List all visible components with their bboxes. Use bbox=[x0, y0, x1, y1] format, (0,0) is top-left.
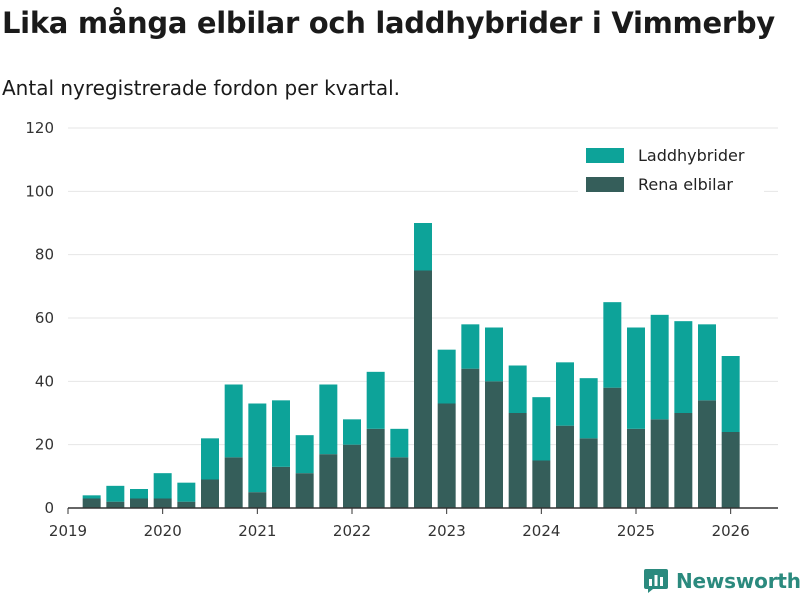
bar-laddhybrider-2026-Q1 bbox=[721, 356, 740, 432]
chart-title: Lika många elbilar och laddhybrider i Vi… bbox=[2, 6, 775, 40]
bars bbox=[82, 223, 740, 508]
bar-rena-elbilar-2019-Q2 bbox=[82, 498, 101, 508]
bar-rena-elbilar-2024-Q4 bbox=[603, 387, 622, 508]
bar-laddhybrider-2025-Q4 bbox=[698, 324, 716, 401]
bar-rena-elbilar-2025-Q4 bbox=[698, 400, 716, 508]
bar-rena-elbilar-2024-Q3 bbox=[579, 438, 598, 508]
bar-laddhybrider-2023-Q2 bbox=[461, 324, 480, 369]
bar-rena-elbilar-2023-Q1 bbox=[437, 403, 456, 508]
bar-rena-elbilar-2025-Q1 bbox=[627, 428, 645, 508]
bar-rena-elbilar-2021-Q3 bbox=[295, 473, 314, 508]
bar-rena-elbilar-2023-Q3 bbox=[485, 381, 503, 508]
bar-laddhybrider-2019-Q4 bbox=[130, 489, 148, 499]
x-tick-label-2024: 2024 bbox=[522, 522, 560, 540]
y-tick-label-40: 40 bbox=[35, 372, 54, 390]
bar-laddhybrider-2020-Q2 bbox=[177, 482, 196, 502]
bar-laddhybrider-2024-Q3 bbox=[579, 378, 598, 439]
bar-rena-elbilar-2026-Q1 bbox=[721, 432, 740, 508]
legend-swatch-rena-elbilar bbox=[586, 177, 624, 192]
y-tick-label-80: 80 bbox=[35, 246, 54, 264]
x-tick-label-2026: 2026 bbox=[712, 522, 750, 540]
bar-rena-elbilar-2020-Q2 bbox=[177, 501, 196, 508]
bar-laddhybrider-2021-Q2 bbox=[272, 400, 290, 467]
chart-subtitle: Antal nyregistrerade fordon per kvartal. bbox=[2, 76, 401, 100]
legend-swatch-laddhybrider bbox=[586, 148, 624, 163]
legend-label-laddhybrider: Laddhybrider bbox=[638, 146, 745, 165]
bar-rena-elbilar-2020-Q3 bbox=[201, 479, 219, 508]
bar-rena-elbilar-2022-Q1 bbox=[343, 444, 361, 508]
bar-rena-elbilar-2025-Q3 bbox=[674, 413, 693, 508]
bar-laddhybrider-2021-Q1 bbox=[248, 403, 267, 493]
bar-laddhybrider-2022-Q3 bbox=[390, 428, 409, 458]
bar-rena-elbilar-2024-Q2 bbox=[556, 425, 574, 508]
x-tick-label-2021: 2021 bbox=[238, 522, 276, 540]
bar-laddhybrider-2020-Q1 bbox=[153, 473, 172, 499]
bar-rena-elbilar-2021-Q2 bbox=[272, 466, 290, 508]
bar-rena-elbilar-2021-Q1 bbox=[248, 492, 267, 508]
x-tick-label-2020: 2020 bbox=[144, 522, 182, 540]
bar-rena-elbilar-2022-Q4 bbox=[414, 270, 432, 508]
bar-laddhybrider-2019-Q3 bbox=[106, 485, 125, 502]
y-tick-label-0: 0 bbox=[44, 499, 54, 517]
y-tick-label-100: 100 bbox=[25, 182, 54, 200]
bar-rena-elbilar-2021-Q4 bbox=[319, 454, 338, 508]
y-tick-label-20: 20 bbox=[35, 436, 54, 454]
bar-laddhybrider-2025-Q3 bbox=[674, 321, 693, 413]
bar-rena-elbilar-2023-Q4 bbox=[508, 413, 527, 508]
bar-laddhybrider-2019-Q2 bbox=[82, 495, 101, 499]
bar-rena-elbilar-2019-Q3 bbox=[106, 501, 125, 508]
bar-laddhybrider-2021-Q4 bbox=[319, 384, 338, 455]
bar-laddhybrider-2024-Q4 bbox=[603, 302, 622, 388]
bar-rena-elbilar-2022-Q2 bbox=[366, 428, 385, 508]
bar-laddhybrider-2023-Q3 bbox=[485, 327, 503, 382]
y-tick-label-120: 120 bbox=[25, 119, 54, 137]
bar-laddhybrider-2020-Q3 bbox=[201, 438, 219, 480]
bar-rena-elbilar-2025-Q2 bbox=[650, 419, 669, 508]
bar-rena-elbilar-2019-Q4 bbox=[130, 498, 148, 508]
chart-logo-icon bbox=[644, 569, 668, 593]
bar-laddhybrider-2025-Q2 bbox=[650, 314, 669, 420]
bar-laddhybrider-2022-Q4 bbox=[414, 223, 432, 271]
legend-label-rena-elbilar: Rena elbilar bbox=[638, 175, 733, 194]
bar-laddhybrider-2022-Q2 bbox=[366, 371, 385, 429]
x-tick-label-2022: 2022 bbox=[333, 522, 371, 540]
brand-name: Newsworthy bbox=[676, 569, 800, 593]
x-tick-label-2025: 2025 bbox=[617, 522, 655, 540]
legend[interactable]: Laddhybrider Rena elbilar bbox=[578, 140, 764, 198]
bar-rena-elbilar-2024-Q1 bbox=[532, 460, 551, 508]
x-tick-label-2023: 2023 bbox=[428, 522, 466, 540]
bar-laddhybrider-2020-Q4 bbox=[224, 384, 243, 458]
bar-rena-elbilar-2020-Q4 bbox=[224, 457, 243, 508]
bar-laddhybrider-2023-Q1 bbox=[437, 349, 456, 404]
bar-rena-elbilar-2020-Q1 bbox=[153, 498, 172, 508]
bar-laddhybrider-2023-Q4 bbox=[508, 365, 527, 413]
newsworthy-logo: Newsworthy bbox=[644, 569, 800, 593]
bar-laddhybrider-2025-Q1 bbox=[627, 327, 645, 429]
bar-rena-elbilar-2023-Q2 bbox=[461, 368, 480, 508]
bar-rena-elbilar-2022-Q3 bbox=[390, 457, 409, 508]
bar-laddhybrider-2024-Q1 bbox=[532, 397, 551, 461]
bar-laddhybrider-2021-Q3 bbox=[295, 435, 314, 474]
x-tick-label-2019: 2019 bbox=[49, 522, 87, 540]
y-axis-ticks: 0 20 40 60 80 100 120 bbox=[25, 119, 54, 517]
bar-laddhybrider-2022-Q1 bbox=[343, 419, 361, 445]
bar-laddhybrider-2024-Q2 bbox=[556, 362, 574, 426]
y-tick-label-60: 60 bbox=[35, 309, 54, 327]
x-axis: 2019 2020 2021 2022 2023 2024 2025 2026 bbox=[49, 507, 778, 540]
